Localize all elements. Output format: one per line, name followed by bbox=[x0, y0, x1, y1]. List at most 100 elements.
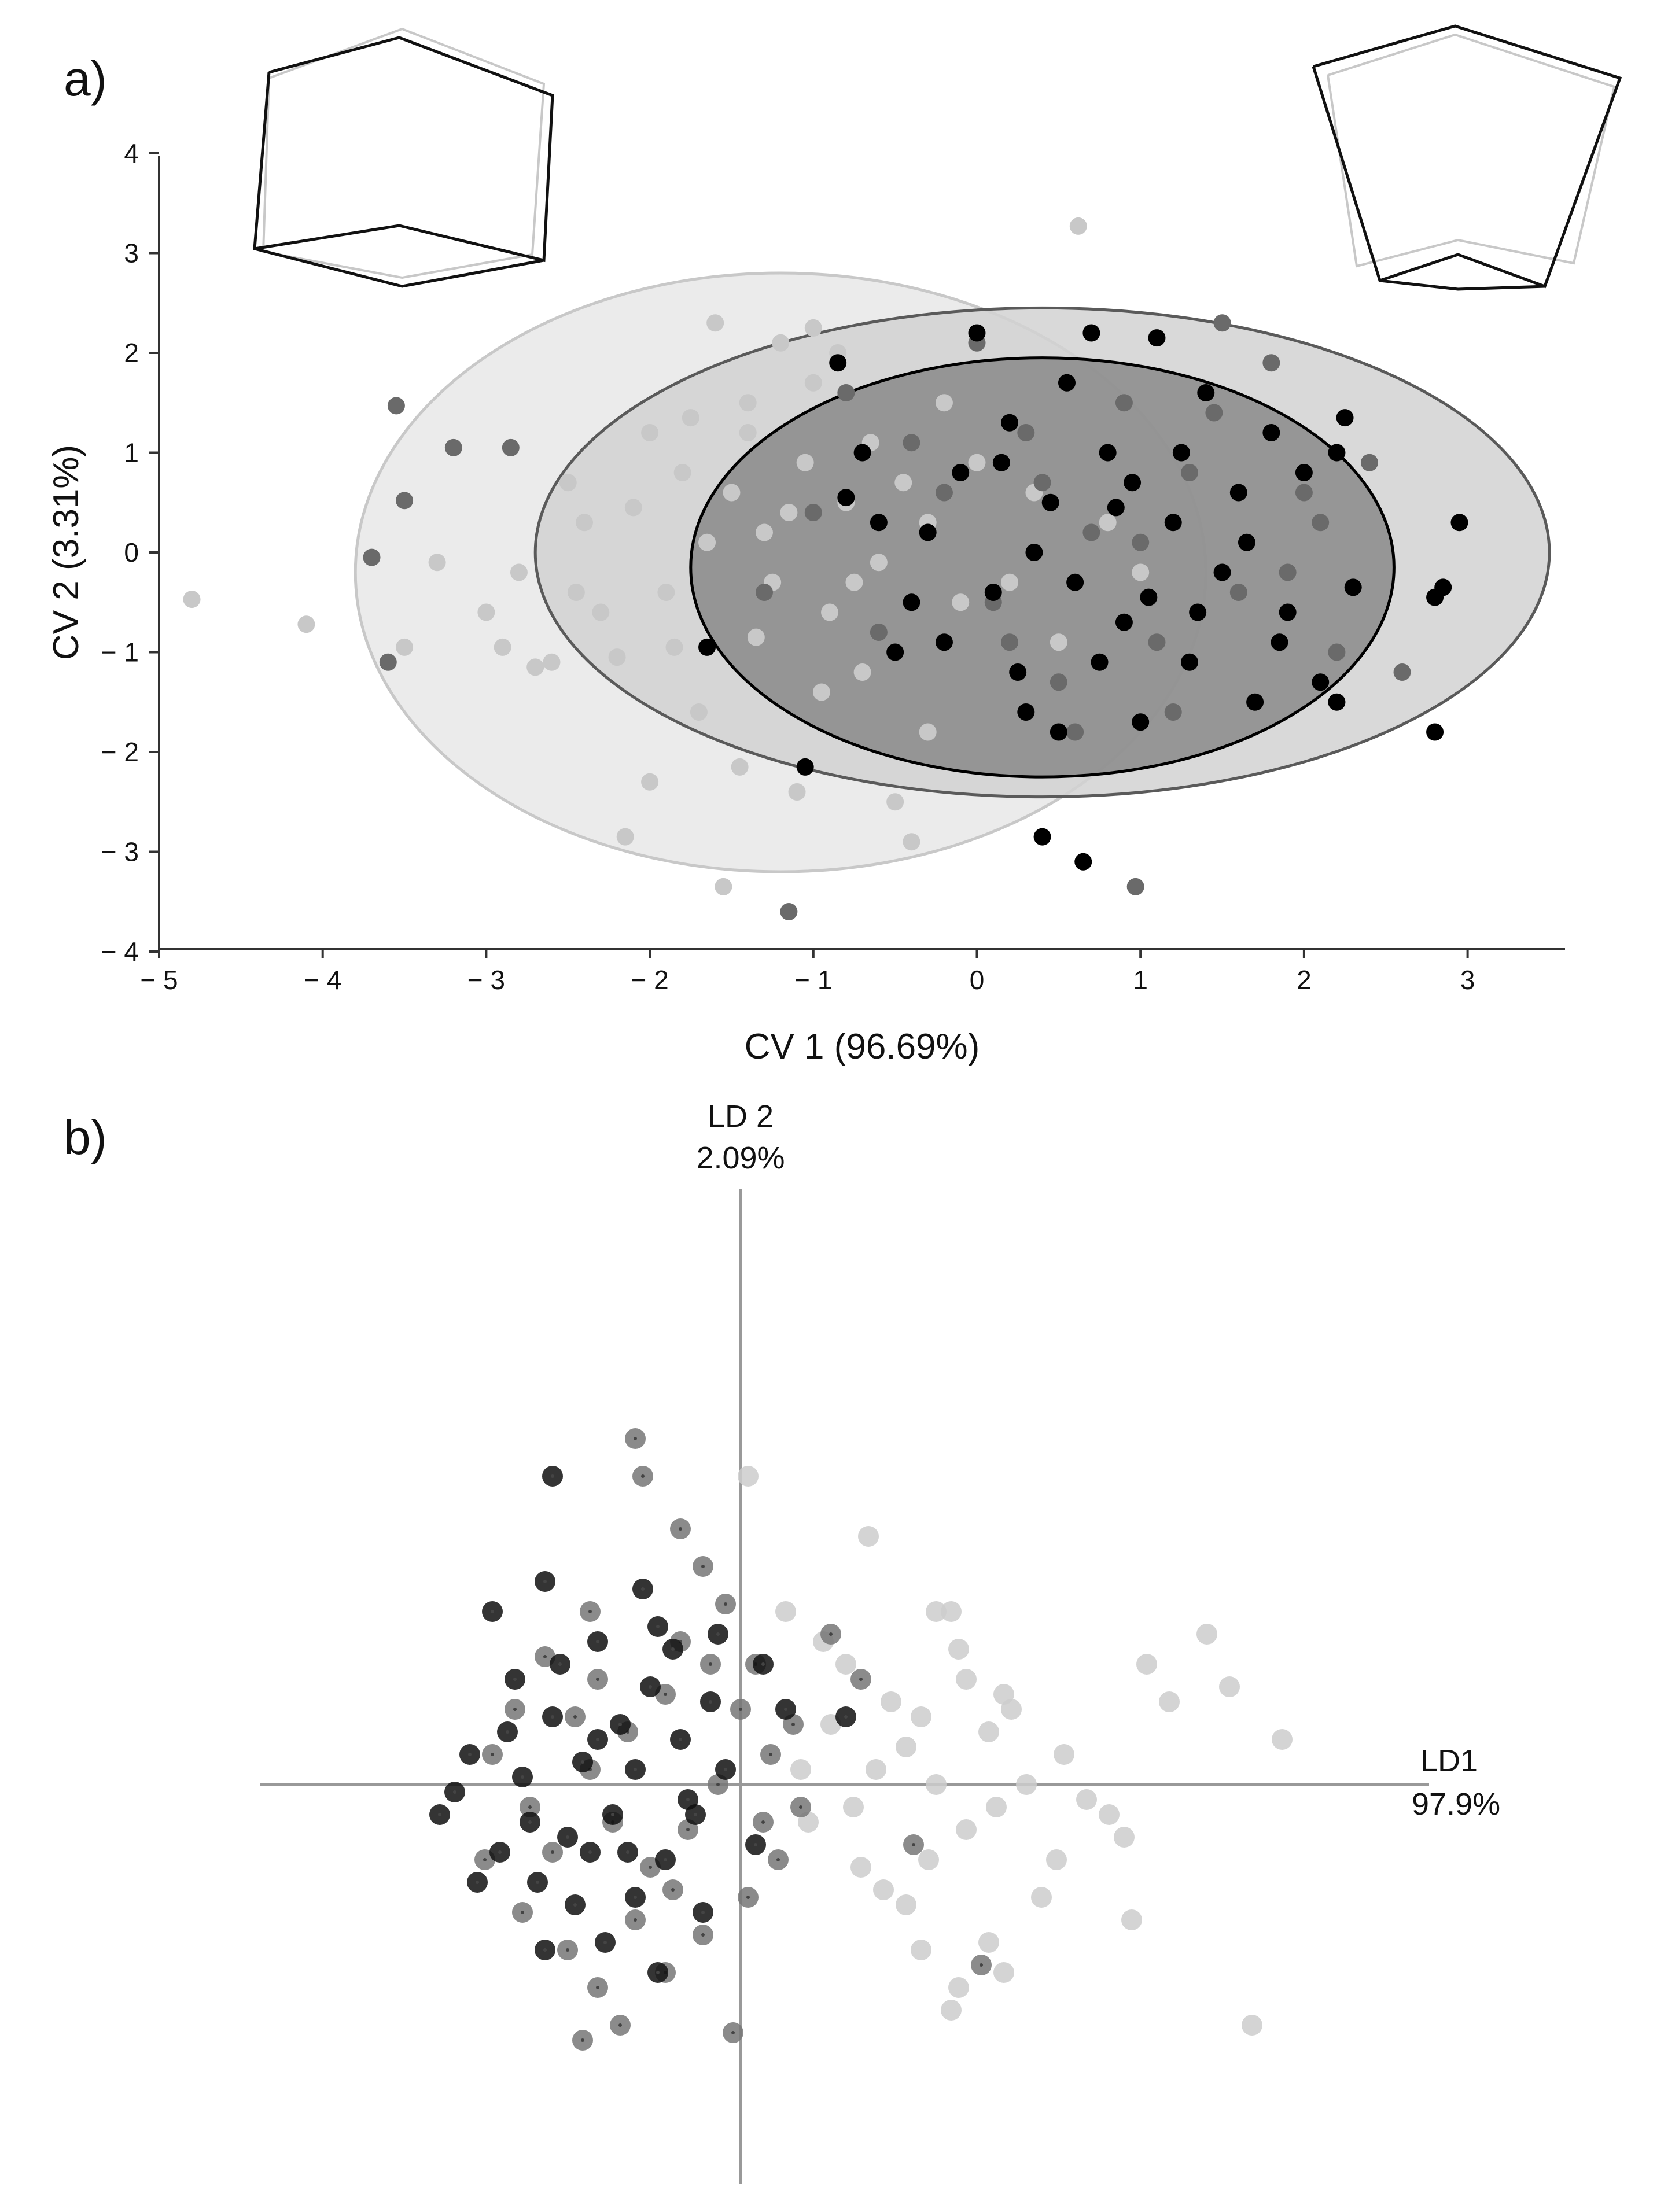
point-center-dark bbox=[596, 1640, 599, 1643]
point-center-mid bbox=[596, 1678, 599, 1681]
point-light bbox=[790, 1759, 811, 1780]
point-dark bbox=[886, 643, 904, 661]
point-dark bbox=[1041, 493, 1059, 511]
point-center-dark bbox=[694, 1813, 697, 1816]
y-tick-label: − 3 bbox=[101, 837, 139, 867]
point-center-mid bbox=[701, 1565, 705, 1568]
point-center-dark bbox=[686, 1798, 690, 1801]
point-mid bbox=[1001, 633, 1019, 651]
x-tick-label: − 1 bbox=[794, 965, 832, 995]
point-mid bbox=[1393, 663, 1411, 681]
point-dark bbox=[1058, 374, 1076, 392]
point-center-mid bbox=[581, 2038, 584, 2042]
point-light bbox=[690, 703, 708, 721]
point-light bbox=[657, 584, 675, 601]
x-tick-label: − 2 bbox=[631, 965, 668, 995]
panel-a-y-axis-title: CV 2 (3.31%) bbox=[46, 445, 86, 660]
point-center-mid bbox=[776, 1858, 780, 1861]
point-center-dark bbox=[543, 1580, 547, 1583]
panel-a-x-axis-title: CV 1 (96.69%) bbox=[745, 1027, 980, 1067]
point-light bbox=[1159, 1691, 1180, 1712]
point-light bbox=[952, 593, 970, 611]
point-light bbox=[788, 783, 806, 801]
point-mid bbox=[1213, 314, 1231, 332]
point-center-mid bbox=[761, 1820, 765, 1824]
point-center-dark bbox=[438, 1813, 441, 1816]
point-dark bbox=[870, 514, 888, 532]
point-mid bbox=[780, 903, 798, 920]
point-center-dark bbox=[784, 1708, 787, 1711]
point-dark bbox=[829, 354, 847, 372]
point-light bbox=[993, 1962, 1014, 1983]
point-dark bbox=[1271, 633, 1288, 651]
point-dark bbox=[1328, 444, 1346, 462]
point-dark bbox=[1426, 588, 1444, 606]
point-mid bbox=[363, 548, 381, 566]
point-dark bbox=[1246, 693, 1264, 711]
point-light bbox=[1196, 1624, 1217, 1645]
point-center-dark bbox=[588, 1850, 592, 1854]
point-mid bbox=[1115, 394, 1133, 412]
x-tick-label: 2 bbox=[1297, 965, 1312, 995]
point-center-mid bbox=[980, 1963, 983, 1967]
point-light bbox=[576, 514, 594, 532]
point-light bbox=[641, 424, 659, 441]
point-mid bbox=[1205, 404, 1223, 422]
point-dark bbox=[1229, 484, 1247, 502]
point-center-dark bbox=[513, 1678, 517, 1681]
point-center-dark bbox=[754, 1843, 757, 1846]
point-center-dark bbox=[671, 1647, 675, 1651]
point-center-dark bbox=[634, 1768, 637, 1771]
y-tick-label: 0 bbox=[124, 537, 139, 567]
point-light bbox=[1114, 1827, 1135, 1848]
point-center-mid bbox=[551, 1850, 554, 1854]
point-mid bbox=[1262, 354, 1280, 372]
x-tick-label: 3 bbox=[1460, 965, 1475, 995]
point-dark bbox=[1336, 409, 1354, 427]
point-dark bbox=[1164, 514, 1182, 532]
point-dark bbox=[1262, 424, 1280, 441]
point-center-dark bbox=[709, 1700, 712, 1704]
point-light bbox=[804, 374, 822, 392]
point-center-mid bbox=[491, 1753, 494, 1756]
point-center-dark bbox=[596, 1738, 599, 1741]
point-light bbox=[926, 1774, 947, 1795]
point-center-mid bbox=[634, 1918, 637, 1922]
point-light bbox=[1132, 563, 1150, 581]
point-center-dark bbox=[528, 1820, 532, 1824]
point-light bbox=[543, 653, 561, 671]
point-light bbox=[682, 409, 699, 427]
point-light bbox=[911, 1706, 931, 1727]
y-tick-label: 1 bbox=[124, 438, 139, 468]
point-light bbox=[796, 454, 814, 471]
point-center-mid bbox=[686, 1828, 690, 1831]
point-mid bbox=[1181, 464, 1199, 481]
point-light bbox=[624, 499, 642, 517]
point-light bbox=[673, 464, 691, 481]
point-light bbox=[608, 648, 626, 666]
point-light bbox=[477, 603, 495, 621]
point-mid bbox=[1229, 584, 1247, 601]
point-light bbox=[183, 591, 201, 609]
point-light bbox=[1016, 1774, 1037, 1795]
point-dark bbox=[919, 523, 937, 541]
panel-b: b) LD 2 2.09% LD1 97.9% bbox=[64, 1099, 1500, 2184]
point-light bbox=[1121, 1909, 1142, 1930]
point-center-mid bbox=[679, 1527, 682, 1531]
point-light bbox=[780, 504, 798, 521]
point-light bbox=[870, 554, 888, 572]
point-light bbox=[592, 603, 610, 621]
point-light bbox=[956, 1819, 977, 1840]
point-dark bbox=[1213, 563, 1231, 581]
point-dark bbox=[1082, 324, 1100, 342]
point-mid bbox=[903, 434, 920, 452]
point-light bbox=[775, 1601, 796, 1622]
point-center-dark bbox=[551, 1474, 554, 1478]
point-mid bbox=[1126, 878, 1144, 895]
point-dark bbox=[1279, 603, 1297, 621]
point-mid bbox=[502, 438, 520, 456]
point-dark bbox=[952, 464, 970, 481]
point-mid bbox=[1082, 523, 1100, 541]
point-light bbox=[1242, 2015, 1262, 2036]
